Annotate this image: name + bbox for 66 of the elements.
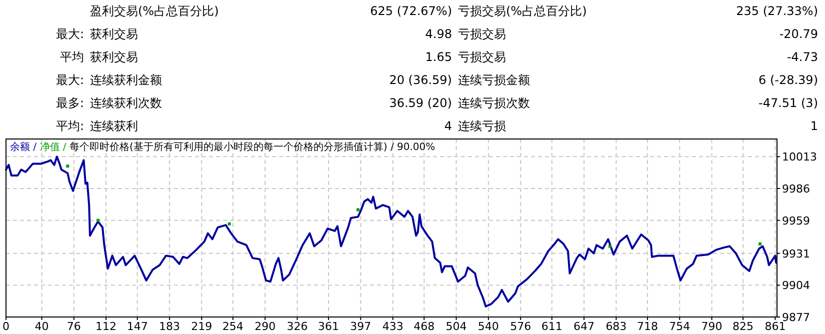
text: 平均	[60, 50, 84, 64]
text: 连续亏损金额	[458, 73, 530, 87]
point	[758, 242, 762, 246]
x-tick-label: 0	[2, 320, 10, 333]
y-tick-label: 10013	[782, 150, 817, 164]
text: 平均:	[56, 119, 84, 133]
x-tick-label: 433	[382, 320, 404, 333]
point	[96, 218, 100, 222]
text: 亏损交易(%占总百分比)	[458, 4, 587, 18]
point	[66, 164, 70, 168]
x-tick-label: 611	[541, 320, 562, 333]
line-series	[5, 156, 778, 308]
text: 获利交易	[90, 27, 138, 41]
text: 4.98	[425, 27, 452, 41]
y-tick-label: 9986	[782, 182, 810, 196]
text: -4.73	[786, 50, 818, 64]
x-tick-label: 397	[350, 320, 372, 333]
text: 连续获利金额	[90, 73, 162, 87]
text: 625 (72.67%)	[370, 4, 452, 18]
text: 连续获利	[90, 119, 138, 133]
x-tick-label: 468	[414, 320, 435, 333]
x-tick-label: 540	[478, 320, 499, 333]
text: 最大:	[56, 73, 84, 87]
x-tick-label: 683	[606, 320, 627, 333]
text: 4	[444, 119, 452, 133]
x-tick-label: 326	[286, 320, 308, 333]
x-tick-label: 825	[732, 320, 754, 333]
chart-title: 余额 / 净值 / 每个即时价格(基于所有可利用的最小时段的每一个价格的分形插值计算) / 90.00%	[10, 141, 436, 153]
x-tick-label: 290	[254, 320, 276, 333]
text: 获利交易	[90, 50, 138, 64]
text: 亏损交易	[458, 27, 506, 41]
y-tick-label: 9904	[782, 279, 810, 292]
x-tick-label: 76	[66, 320, 81, 333]
x-tick-label: 361	[318, 320, 340, 333]
x-tick-label: 718	[636, 320, 658, 333]
text: 20 (36.59)	[389, 73, 452, 87]
text: 亏损交易	[458, 50, 506, 64]
text: 连续亏损	[458, 119, 506, 133]
x-tick-label: 790	[701, 320, 722, 333]
x-tick-label: 504	[446, 320, 467, 333]
x-tick-label: 754	[669, 320, 690, 333]
point	[356, 208, 360, 212]
text: 连续亏损次数	[458, 96, 530, 110]
text: 最大:	[56, 27, 84, 41]
text: 235 (27.33%)	[736, 4, 818, 18]
y-tick-label: 9931	[782, 247, 810, 260]
text: 6 (-28.39)	[758, 73, 818, 87]
text: 1	[810, 119, 818, 133]
text: 盈利交易(%占总百分比)	[90, 4, 219, 18]
x-tick-label: 576	[510, 320, 532, 333]
text: 连续获利次数	[90, 96, 162, 110]
x-tick-label: 647	[574, 320, 595, 333]
x-tick-label: 112	[96, 320, 117, 333]
x-tick-label: 183	[158, 320, 180, 333]
text: -47.51 (3)	[758, 96, 818, 110]
y-tick-label: 9959	[782, 214, 810, 228]
text: 最多:	[56, 96, 84, 110]
point	[608, 244, 612, 248]
text: -20.79	[779, 27, 818, 41]
x-tick-label: 254	[222, 320, 244, 333]
point	[228, 222, 231, 226]
x-tick-label: 147	[126, 320, 148, 333]
x-tick-label: 40	[34, 320, 49, 333]
x-tick-label: 219	[191, 320, 212, 333]
text: 1.65	[425, 50, 452, 64]
text: 36.59 (20)	[389, 96, 452, 110]
